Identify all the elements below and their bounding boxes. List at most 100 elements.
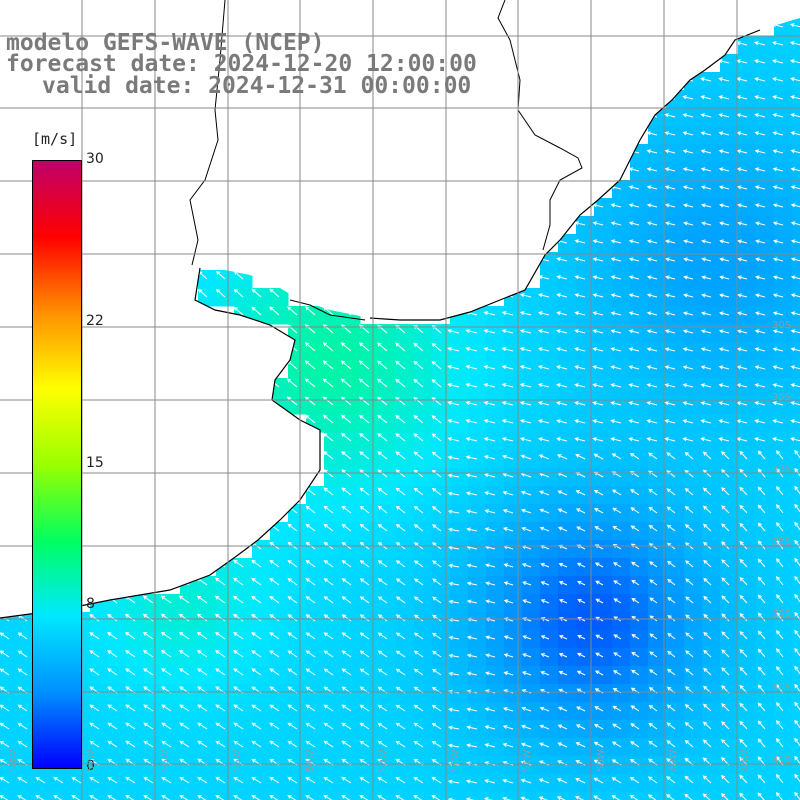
wind-speed-cell [540, 648, 559, 667]
wind-speed-cell [378, 684, 397, 703]
wind-arrow-head [359, 614, 365, 619]
wind-arrow [683, 186, 694, 190]
wind-arrow-head [703, 649, 708, 655]
wind-arrow-head [233, 595, 238, 600]
wind-arrow [791, 276, 800, 280]
wind-arrow-head [772, 185, 778, 190]
wind-speed-cell [738, 270, 757, 289]
wind-speed-cell [648, 792, 667, 800]
wind-speed-cell [738, 360, 757, 379]
wind-speed-cell [360, 594, 379, 613]
wind-arrow [503, 743, 514, 748]
wind-speed-cell [126, 666, 145, 685]
wind-speed-cell [162, 774, 181, 793]
wind-arrow-head [629, 776, 635, 781]
wind-arrow [667, 579, 676, 586]
wind-arrow [776, 576, 784, 586]
wind-speed-cell [180, 648, 199, 667]
wind-speed-cell [234, 648, 253, 667]
wind-arrow-head [790, 437, 795, 442]
wind-arrow-head [519, 329, 525, 334]
wind-speed-cell [684, 720, 703, 739]
wind-arrow [758, 450, 766, 460]
wind-speed-cell [396, 648, 415, 667]
wind-arrow-head [700, 347, 706, 352]
wind-arrow-head [721, 649, 726, 654]
wind-arrow-head [143, 758, 148, 763]
wind-arrow [776, 738, 784, 748]
wind-arrow-head [718, 419, 723, 424]
wind-speed-cell [576, 522, 595, 541]
wind-speed-cell [162, 792, 181, 800]
wind-arrow [719, 420, 730, 424]
wind-speed-cell [684, 234, 703, 253]
wind-speed-cell [0, 702, 19, 721]
wind-arrow [467, 654, 478, 658]
wind-arrow-head [161, 668, 166, 673]
wind-speed-cell [468, 342, 487, 361]
wind-speed-cell [720, 270, 739, 289]
wind-arrow-head [376, 360, 382, 365]
wind-arrow-head [340, 342, 346, 347]
wind-arrow [449, 654, 460, 658]
wind-arrow-head [358, 342, 364, 347]
wind-arrow-head [594, 688, 600, 693]
wind-speed-cell [540, 540, 559, 559]
wind-arrow [448, 510, 460, 514]
wind-speed-cell [378, 414, 397, 433]
wind-arrow-head [377, 578, 383, 583]
wind-arrow-head [89, 614, 94, 619]
wind-arrow [414, 722, 424, 730]
wind-speed-cell [648, 522, 667, 541]
wind-arrow-head [466, 653, 472, 658]
wind-arrow-head [684, 704, 690, 709]
wind-arrow-head [269, 740, 274, 745]
wind-speed-cell [378, 486, 397, 505]
wind-arrow-head [447, 509, 453, 514]
wind-arrow-head [721, 451, 726, 456]
wind-speed-cell [450, 612, 469, 631]
wind-arrow [683, 114, 694, 118]
wind-arrow-head [682, 185, 688, 190]
wind-arrow-head [520, 778, 526, 783]
wind-arrow-head [323, 578, 328, 583]
wind-arrow [502, 329, 514, 334]
wind-arrow-head [757, 738, 762, 743]
wind-arrow-head [702, 793, 707, 798]
wind-arrow [721, 577, 730, 586]
wind-arrow [431, 397, 442, 406]
wind-speed-cell [702, 216, 721, 235]
wind-speed-cell [522, 378, 541, 397]
wind-arrow [197, 650, 208, 658]
wind-speed-cell [270, 792, 289, 800]
wind-speed-cell [594, 666, 613, 685]
wind-arrow [773, 294, 784, 298]
wind-arrow-head [395, 596, 401, 601]
wind-arrow [521, 455, 532, 460]
wind-arrow-head [773, 257, 778, 262]
wind-speed-cell [594, 486, 613, 505]
wind-arrow [773, 132, 784, 136]
wind-speed-cell [612, 558, 631, 577]
wind-arrow-head [737, 311, 742, 316]
wind-speed-cell [396, 738, 415, 757]
wind-arrow [739, 667, 748, 676]
wind-arrow [485, 546, 496, 550]
wind-arrow [269, 740, 280, 748]
wind-arrow [612, 489, 622, 496]
wind-speed-cell [540, 630, 559, 649]
wind-speed-cell [468, 396, 487, 415]
wind-arrow-head [179, 794, 184, 799]
wind-speed-cell [666, 234, 685, 253]
wind-speed-cell [18, 774, 37, 793]
wind-arrow [577, 581, 586, 586]
wind-arrow [467, 600, 478, 604]
wind-speed-cell [126, 774, 145, 793]
wind-speed-cell [792, 234, 800, 253]
wind-arrow [414, 632, 424, 640]
wind-arrow-head [646, 401, 651, 406]
wind-arrow-head [776, 684, 781, 689]
wind-speed-cell [342, 342, 361, 361]
wind-arrow [234, 289, 244, 298]
wind-speed-cell [342, 774, 361, 793]
